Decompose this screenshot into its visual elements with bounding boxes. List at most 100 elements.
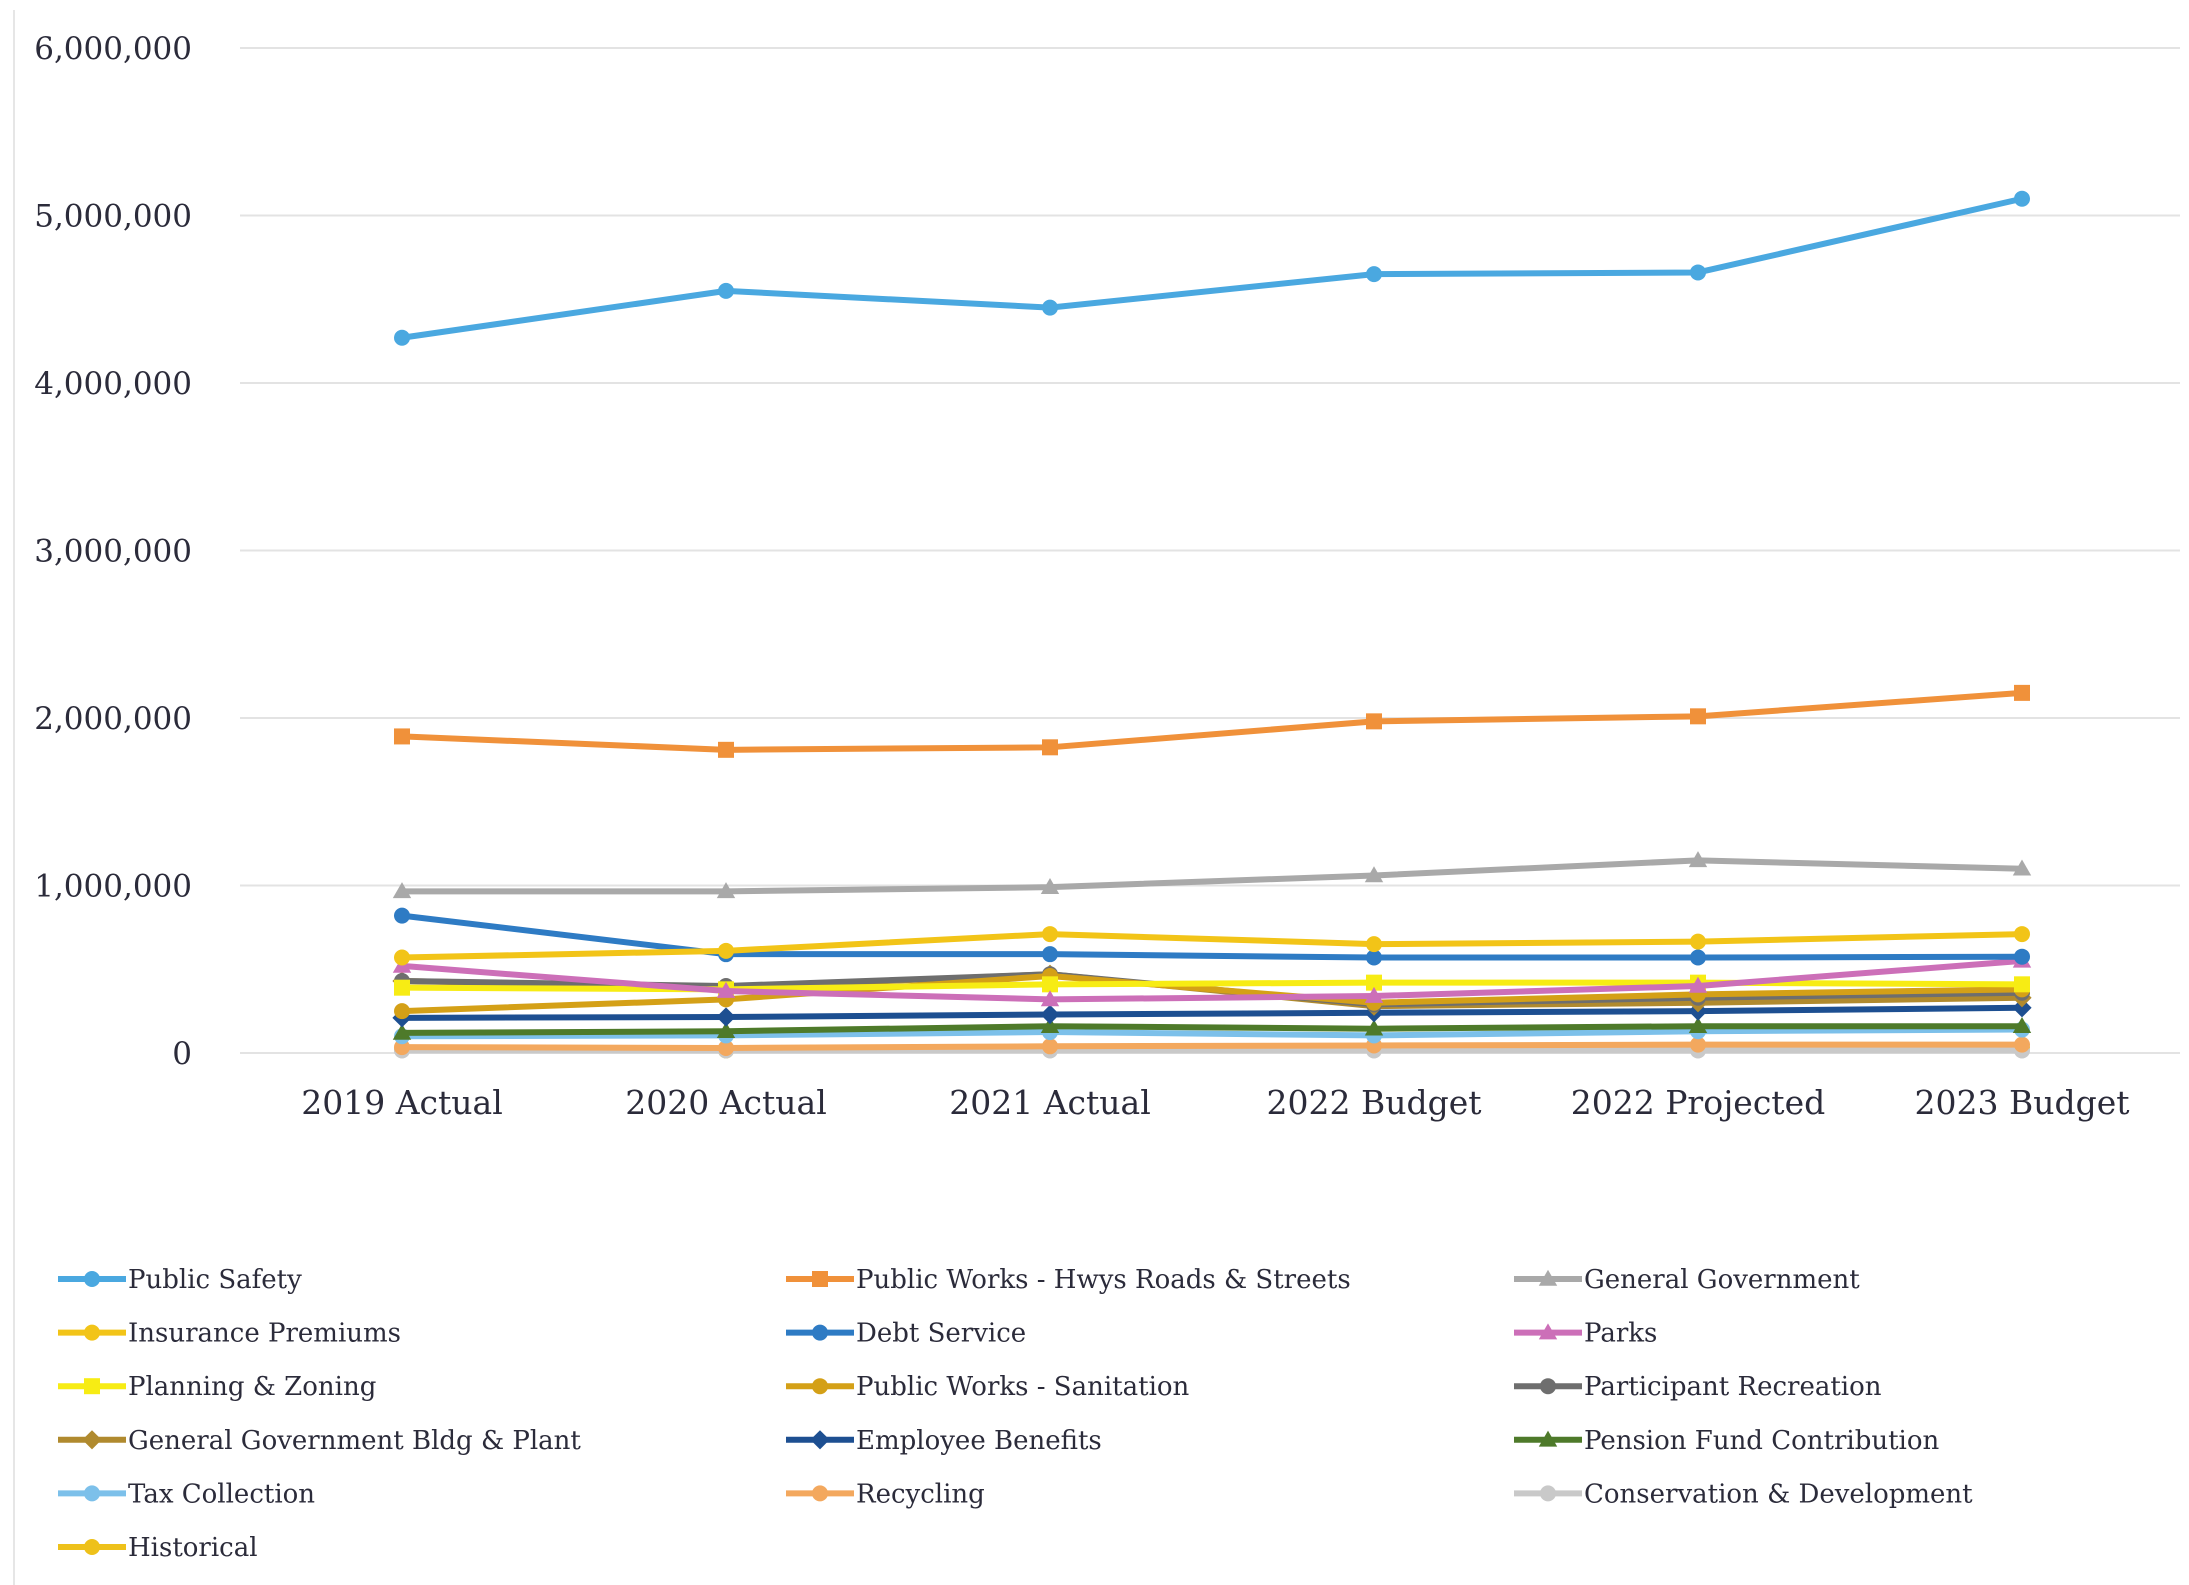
legend-item-general-government-bldg-and-plant: General Government Bldg & Plant — [58, 1426, 581, 1456]
data-point — [718, 942, 734, 959]
data-point — [2014, 948, 2030, 965]
legend-marker — [1538, 1430, 1558, 1447]
y-tick-label: 0 — [172, 1036, 192, 1072]
legend-marker — [812, 1324, 828, 1341]
legend-item-pension-fund-contribution: Pension Fund Contribution — [1514, 1426, 1940, 1456]
data-point — [1040, 1004, 1060, 1025]
series-line — [399, 1026, 2025, 1040]
legend-label: Planning & Zoning — [128, 1372, 376, 1402]
data-point — [1690, 1036, 1706, 1053]
legend-marker — [84, 1539, 100, 1555]
legend-marker — [84, 1271, 100, 1287]
legend-label: Historical — [128, 1533, 258, 1563]
data-point — [1366, 936, 1382, 953]
legend-label: Tax Collection — [128, 1479, 315, 1509]
data-point — [716, 882, 736, 899]
legend-item-tax-collection: Tax Collection — [58, 1479, 315, 1509]
data-point — [1042, 739, 1058, 756]
y-tick-label: 2,000,000 — [34, 701, 192, 737]
series-pension-fund-contribution — [392, 1017, 2032, 1040]
series-line — [399, 1004, 2025, 1021]
data-point — [394, 329, 410, 346]
data-point — [1366, 974, 1382, 991]
data-point — [716, 1022, 736, 1039]
data-point — [1366, 949, 1382, 966]
legend-item-insurance-premiums: Insurance Premiums — [58, 1319, 401, 1349]
data-point — [1688, 851, 1708, 868]
series-line — [399, 1041, 2025, 1051]
series-line — [399, 972, 2025, 1015]
legend-label: Public Works - Sanitation — [856, 1372, 1190, 1402]
legend-marker — [1538, 1323, 1558, 1340]
data-point — [1688, 976, 1708, 993]
series-line — [399, 195, 2025, 341]
legend-marker — [1540, 1378, 1556, 1395]
data-point — [718, 1039, 734, 1056]
series-insurance-premiums — [394, 926, 2030, 966]
legend-item-conservation-and-development: Conservation & Development — [1514, 1479, 1973, 1509]
series-line — [399, 1023, 2025, 1036]
data-point — [1364, 986, 1384, 1003]
data-point — [718, 282, 734, 299]
data-point — [1364, 1019, 1384, 1036]
y-tick-label: 4,000,000 — [34, 366, 192, 402]
data-point — [2014, 190, 2030, 207]
legend-item-employee-benefits: Employee Benefits — [786, 1426, 1102, 1456]
series-line — [399, 689, 2025, 753]
legend-item-debt-service: Debt Service — [786, 1319, 1026, 1349]
x-tick-label: 2023 Budget — [1914, 1083, 2129, 1122]
legend-label: Recycling — [856, 1479, 985, 1509]
series-line — [399, 931, 2025, 961]
series-line — [399, 957, 2025, 1003]
data-point — [1042, 926, 1058, 943]
legend-item-historical: Historical — [58, 1533, 258, 1563]
x-tick-label: 2019 Actual — [301, 1083, 503, 1122]
y-tick-label: 6,000,000 — [34, 31, 192, 67]
data-point — [1042, 976, 1058, 993]
data-point — [394, 728, 410, 745]
data-point — [2012, 998, 2032, 1018]
data-point — [716, 981, 736, 998]
data-point — [2012, 859, 2032, 876]
data-point — [1040, 990, 1060, 1007]
data-point — [2014, 684, 2030, 701]
legend-marker — [812, 1485, 828, 1502]
data-point — [392, 1023, 412, 1040]
data-point — [394, 949, 410, 966]
legend-item-parks: Parks — [1514, 1319, 1657, 1349]
data-point — [392, 882, 412, 899]
legend-item-general-government: General Government — [1514, 1265, 1860, 1295]
y-axis-ticks: 0 1,000,000 2,000,000 3,000,000 4,000,000 5,0… — [34, 31, 192, 1072]
legend-marker — [84, 1485, 100, 1502]
legend-marker — [1538, 1269, 1558, 1286]
data-point — [1042, 299, 1058, 316]
legend-marker — [812, 1271, 828, 1287]
x-axis-ticks: 2019 Actual 2020 Actual 2021 Actual 2022 Bu… — [301, 1083, 2129, 1122]
legend-label: Parks — [1584, 1319, 1657, 1349]
legend-item-public-safety: Public Safety — [58, 1265, 302, 1295]
data-point — [1366, 713, 1382, 730]
x-tick-label: 2022 Budget — [1266, 1083, 1481, 1122]
legend-marker — [84, 1324, 100, 1341]
legend-marker — [82, 1430, 102, 1450]
x-tick-label: 2020 Actual — [625, 1083, 827, 1122]
series-general-government — [392, 851, 2032, 899]
data-point — [1688, 1017, 1708, 1033]
legend-item-public-works-hwys-roads-and-streets: Public Works - Hwys Roads & Streets — [786, 1265, 1351, 1295]
data-point — [716, 1007, 736, 1027]
data-point — [1042, 1038, 1058, 1055]
x-tick-label: 2021 Actual — [949, 1083, 1151, 1122]
legend-item-participant-recreation: Participant Recreation — [1514, 1372, 1882, 1402]
legend-item-recycling: Recycling — [786, 1479, 985, 1509]
y-tick-label: 3,000,000 — [34, 534, 192, 570]
legend-label: General Government — [1584, 1265, 1860, 1295]
legend-marker — [1540, 1485, 1556, 1502]
data-point — [394, 907, 410, 924]
x-tick-label: 2022 Projected — [1571, 1083, 1825, 1122]
series-public-safety — [394, 190, 2030, 346]
data-point — [1690, 708, 1706, 725]
series-line — [399, 912, 2025, 961]
data-point — [2014, 926, 2030, 943]
